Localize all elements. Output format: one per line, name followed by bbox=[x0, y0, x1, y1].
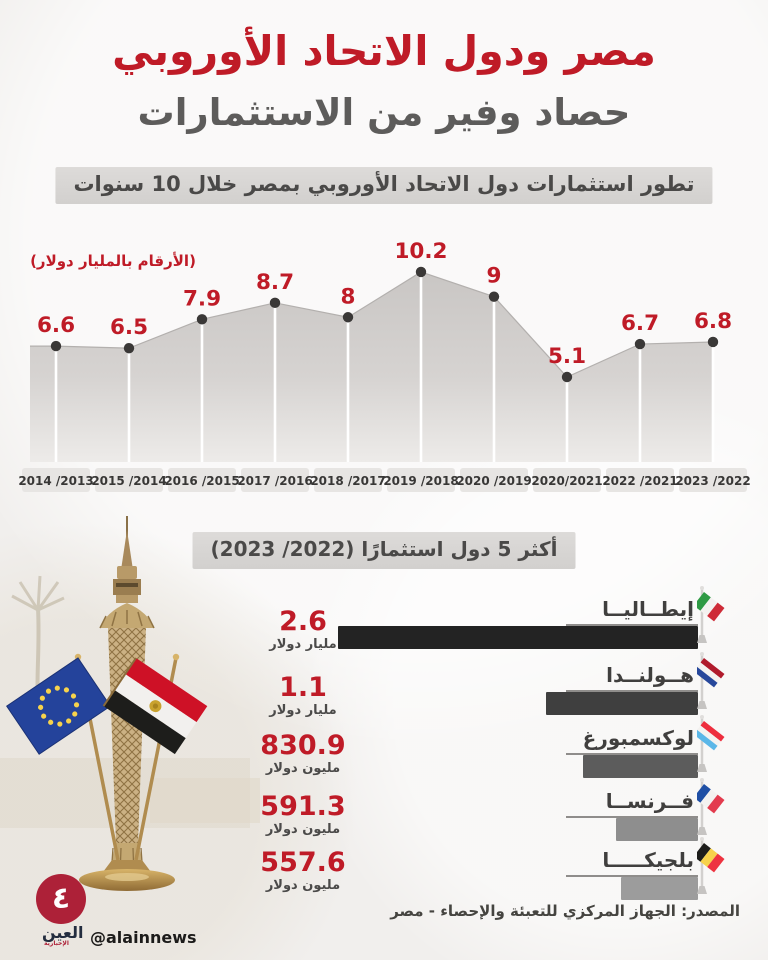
svg-text:2015 /2014: 2015 /2014 bbox=[91, 474, 166, 488]
svg-text:2016 /2015: 2016 /2015 bbox=[164, 474, 239, 488]
alain-logo-subtext: الإخبارية bbox=[44, 940, 69, 947]
svg-text:2019 /2018: 2019 /2018 bbox=[383, 474, 458, 488]
svg-text:2020 /2019: 2020 /2019 bbox=[456, 474, 531, 488]
country-value: 2.6 مليار دولار bbox=[253, 606, 353, 653]
alain-logo: ٤ العين الإخبارية @alainnews bbox=[34, 874, 254, 948]
social-handle: @alainnews bbox=[90, 928, 197, 947]
svg-text:10.2: 10.2 bbox=[394, 239, 447, 264]
country-row: لوكسمبورغ bbox=[238, 726, 698, 786]
cairo-tower-flags-artwork bbox=[0, 516, 260, 891]
egypt-flag bbox=[102, 657, 208, 755]
country-name: فــرنســا bbox=[566, 789, 698, 818]
country-value: 557.6 مليون دولار bbox=[253, 847, 353, 894]
svg-text:2020/2021: 2020/2021 bbox=[531, 474, 602, 488]
country-bar bbox=[616, 818, 698, 841]
svg-text:8.7: 8.7 bbox=[256, 270, 294, 295]
svg-text:6.5: 6.5 bbox=[110, 315, 148, 340]
country-row: إيطــاليــا bbox=[238, 597, 698, 657]
country-value: 830.9 مليون دولار bbox=[253, 730, 353, 777]
svg-text:2018 /2017: 2018 /2017 bbox=[310, 474, 385, 488]
country-name: لوكسمبورغ bbox=[566, 726, 698, 755]
svg-text:2022 /2021: 2022 /2021 bbox=[602, 474, 677, 488]
eu-flag bbox=[6, 657, 112, 755]
value-number: 830.9 bbox=[260, 730, 346, 761]
value-unit: مليار دولار bbox=[269, 637, 337, 653]
value-number: 2.6 bbox=[279, 606, 327, 637]
value-number: 1.1 bbox=[279, 672, 327, 703]
svg-text:6.8: 6.8 bbox=[694, 309, 732, 334]
svg-text:2014 /2013: 2014 /2013 bbox=[18, 474, 93, 488]
value-unit: مليون دولار bbox=[265, 761, 341, 777]
alain-logo-icon: ٤ bbox=[36, 874, 86, 924]
svg-text:6.6: 6.6 bbox=[37, 313, 75, 338]
value-number: 557.6 bbox=[260, 847, 346, 878]
netherlands-flag-icon bbox=[697, 652, 725, 709]
country-name: إيطــاليــا bbox=[566, 597, 698, 626]
top5-title: أكثر 5 دول استثمارًا (2022/ 2023) bbox=[192, 532, 576, 569]
page-subtitle: حصاد وفير من الاستثمارات bbox=[137, 91, 631, 134]
svg-text:2017 /2016: 2017 /2016 bbox=[237, 474, 312, 488]
page-title: مصر ودول الاتحاد الأوروبي bbox=[112, 27, 656, 75]
svg-text:2023 /2022: 2023 /2022 bbox=[675, 474, 750, 488]
country-bar bbox=[546, 692, 698, 715]
svg-text:9: 9 bbox=[487, 264, 502, 289]
svg-text:8: 8 bbox=[341, 284, 356, 309]
country-row: هــولنــدا bbox=[238, 663, 698, 723]
value-number: 591.3 bbox=[260, 791, 346, 822]
country-value: 1.1 مليار دولار bbox=[253, 672, 353, 719]
italy-flag-icon bbox=[697, 586, 725, 643]
source-text: المصدر: الجهاز المركزي للتعبئة والإحصاء … bbox=[390, 902, 740, 920]
country-bar bbox=[583, 755, 698, 778]
value-unit: مليار دولار bbox=[269, 703, 337, 719]
country-bar bbox=[338, 626, 698, 649]
france-flag-icon bbox=[697, 778, 725, 835]
country-name: بلجيكـــــا bbox=[566, 848, 698, 877]
stand-base bbox=[79, 860, 175, 891]
alain-logo-text: العين bbox=[42, 923, 84, 942]
country-row: بلجيكـــــا bbox=[238, 848, 698, 908]
svg-text:7.9: 7.9 bbox=[183, 286, 221, 311]
value-unit: مليون دولار bbox=[265, 878, 341, 894]
country-name: هــولنــدا bbox=[566, 663, 698, 692]
svg-text:6.7: 6.7 bbox=[621, 311, 659, 336]
chart-unit-note: (الأرقام بالمليار دولار) bbox=[30, 252, 196, 270]
country-bar bbox=[621, 877, 698, 900]
country-row: فــرنســا bbox=[238, 789, 698, 849]
luxembourg-flag-icon bbox=[697, 715, 725, 772]
country-value: 591.3 مليون دولار bbox=[253, 791, 353, 838]
svg-text:5.1: 5.1 bbox=[548, 344, 586, 369]
belgium-flag-icon bbox=[697, 837, 725, 894]
value-unit: مليون دولار bbox=[265, 822, 341, 838]
area-chart-title: تطور استثمارات دول الاتحاد الأوروبي بمصر… bbox=[55, 167, 713, 204]
